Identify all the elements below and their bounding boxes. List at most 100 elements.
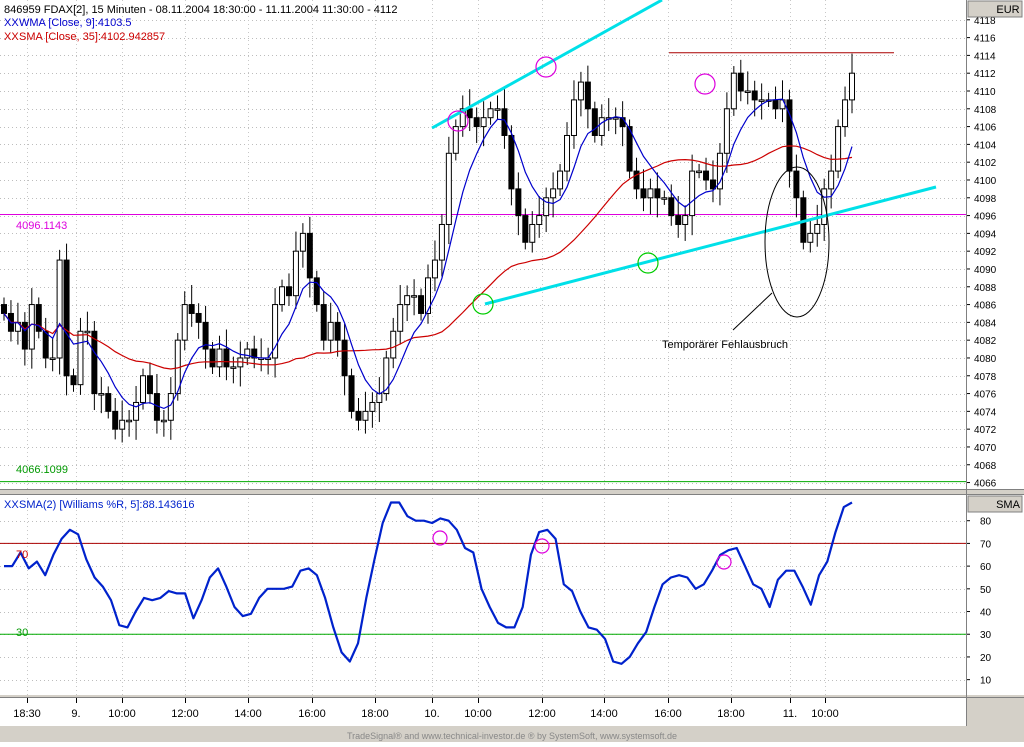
candle-body-down <box>626 126 633 172</box>
candle-body-down <box>251 348 258 359</box>
indicator-legend-prefix: XX <box>4 499 19 511</box>
candle-body-up <box>119 419 126 430</box>
candle-body-down <box>320 304 327 341</box>
price-axis-tick-label: 4104 <box>974 140 997 151</box>
time-axis-label: 10:00 <box>108 708 136 720</box>
footer-credit: TradeSignal® and www.technical-investor.… <box>347 731 677 741</box>
candle-body-down <box>508 134 515 190</box>
candle-body-down <box>793 170 800 199</box>
time-axis-label: 14:00 <box>234 708 262 720</box>
indicator-peak-circle <box>432 530 448 546</box>
price-axis-tick-label: 4084 <box>974 318 997 329</box>
candle-body-up <box>160 419 167 423</box>
lower-trendline <box>484 185 937 306</box>
price-axis-tick-label: 4106 <box>974 123 997 134</box>
price-axis-tick-label: 4086 <box>974 301 997 312</box>
candle-body-down <box>675 215 682 225</box>
price-axis-tick-label: 4090 <box>974 265 997 276</box>
candle-body-down <box>584 81 591 110</box>
chart-title: 846959 FDAX[2], 15 Minuten - 08.11.2004 … <box>4 4 397 16</box>
price-axis-tick-label: 4072 <box>974 425 997 436</box>
price-axis-tick-label: 4118 <box>974 16 996 27</box>
candle-body-up <box>779 99 786 110</box>
candle-body-down <box>772 99 779 110</box>
candle-body-up <box>404 295 411 306</box>
candle-body-up <box>425 277 431 314</box>
candle-body-down <box>1 304 7 314</box>
candle-body-up <box>438 223 445 261</box>
price-axis-tick-label: 4078 <box>974 372 997 383</box>
price-axis-tick-label: 4088 <box>974 283 997 294</box>
time-axis-panel <box>0 698 966 726</box>
candle-body-down <box>668 197 675 217</box>
price-axis-tick-label: 4114 <box>974 51 996 62</box>
candle-body-down <box>209 348 216 368</box>
candle-body-up <box>696 170 703 174</box>
candle-body-down <box>188 304 195 314</box>
high-marker-circle <box>447 110 469 132</box>
indicator-peak-circle <box>716 554 732 570</box>
candle-body-up <box>292 250 299 297</box>
candle-body-up <box>647 188 654 199</box>
candle-body-up <box>181 304 188 341</box>
price-axis-tick-label: 4080 <box>974 354 997 365</box>
candle-body-up <box>84 330 91 334</box>
candle-body-down <box>640 188 647 199</box>
currency-label: EUR <box>996 4 1019 16</box>
price-axis-panel <box>966 0 1024 489</box>
breakout-pointer <box>732 292 773 331</box>
candle-body-down <box>591 108 598 136</box>
candle-body-down <box>522 215 529 243</box>
price-axis-tick-label: 4094 <box>974 229 997 240</box>
candle-body-down <box>105 393 112 412</box>
magenta-level-label: 4096.1143 <box>16 220 67 232</box>
candle-body-up <box>564 134 571 172</box>
footer-bar <box>0 728 1024 742</box>
candle-body-up <box>661 197 668 200</box>
indicator-axis-tick-label: 40 <box>980 608 992 619</box>
candle-body-up <box>28 304 35 350</box>
time-axis-label: 14:00 <box>590 708 618 720</box>
candle-body-down <box>633 170 640 190</box>
candle-body-up <box>230 366 237 369</box>
candle-body-down <box>751 90 758 101</box>
candle-body-down <box>341 339 348 377</box>
candle-body-up <box>167 393 174 421</box>
candle-body-down <box>70 375 77 386</box>
candle-body-up <box>550 188 557 199</box>
time-axis-label: 18:00 <box>717 708 745 720</box>
candle-body-up <box>814 223 821 234</box>
candle-body-up <box>452 126 459 154</box>
price-axis-tick-label: 4092 <box>974 247 997 258</box>
candle-body-up <box>49 357 56 360</box>
candle-body-up <box>411 295 418 298</box>
candle-body-up <box>56 259 63 359</box>
candle-body-down <box>466 108 473 119</box>
candle-body-down <box>21 321 28 350</box>
candle-body-down <box>334 321 341 341</box>
upper-trendline <box>431 0 663 130</box>
candle-body-down <box>42 330 49 359</box>
legend-sma-prefix: XX <box>4 31 19 43</box>
time-axis-corner <box>966 698 1024 726</box>
candle-body-up <box>849 72 855 101</box>
candle-body-down <box>515 188 522 217</box>
low-marker-circle <box>637 252 659 274</box>
candle-body-up <box>543 197 550 217</box>
candle-body-up <box>744 90 751 93</box>
candle-body-down <box>654 188 661 199</box>
candle-body-up <box>126 419 133 423</box>
candle-body-up <box>140 375 147 403</box>
currency-label-box <box>967 0 1023 18</box>
time-axis-label: 12:00 <box>171 708 199 720</box>
level-30-label: 30 <box>16 627 28 639</box>
price-axis-tick-label: 4112 <box>974 69 996 80</box>
williams-layer <box>4 501 853 665</box>
price-axis-tick-label: 4074 <box>974 407 997 418</box>
candle-body-up <box>835 126 842 172</box>
price-axis-tick-label: 4096 <box>974 212 997 223</box>
indicator-axis-tick-label: 60 <box>980 562 992 573</box>
high-marker-circle <box>535 56 557 78</box>
candle-body-down <box>195 312 202 323</box>
grid-layer <box>0 0 966 695</box>
